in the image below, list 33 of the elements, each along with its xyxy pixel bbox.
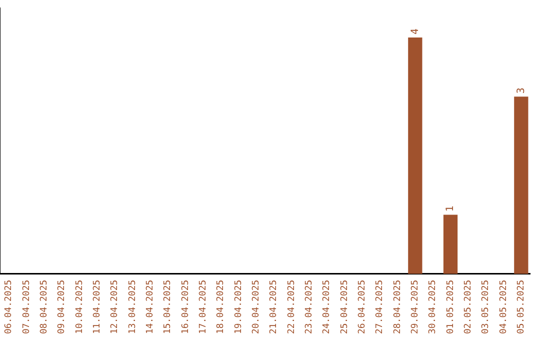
x-tick-label: 26.04.2025 (358, 280, 368, 334)
x-tick-label: 17.04.2025 (198, 280, 209, 334)
x-tick-label: 02.05.2025 (464, 280, 474, 334)
x-tick-label: 22.04.2025 (286, 280, 297, 334)
x-tick-label: 07.04.2025 (22, 280, 32, 334)
x-tick-label: 10.04.2025 (74, 280, 85, 334)
x-tick-label: 21.04.2025 (269, 280, 280, 334)
data-label: 3 (516, 88, 527, 94)
x-tick-label: 27.04.2025 (375, 280, 386, 334)
x-tick-label: 01.05.2025 (446, 280, 456, 334)
x-tick-label: 09.04.2025 (57, 280, 68, 334)
x-tick-label: 23.04.2025 (304, 280, 315, 334)
x-tick-label: 19.04.2025 (234, 280, 244, 334)
x-tick-label: 28.04.2025 (392, 280, 403, 334)
x-tick-label: 05.05.2025 (516, 280, 527, 334)
x-tick-label: 14.04.2025 (146, 280, 156, 334)
data-label: 1 (445, 206, 456, 212)
data-label: 4 (410, 28, 421, 35)
x-tick-label: 03.05.2025 (481, 280, 492, 334)
x-tick-label: 12.04.2025 (110, 280, 120, 334)
x-tick-label: 29.04.2025 (410, 280, 421, 334)
x-tick-label: 15.04.2025 (163, 280, 174, 334)
x-tick-label: 16.04.2025 (180, 280, 191, 334)
x-tick-label: 06.04.2025 (4, 280, 14, 334)
x-tick-label: 04.05.2025 (498, 280, 509, 334)
x-tick-label: 30.04.2025 (428, 280, 438, 334)
x-tick-label: 08.04.2025 (40, 280, 50, 334)
x-tick-label: 24.04.2025 (322, 280, 332, 334)
x-tick-label: 20.04.2025 (252, 280, 262, 334)
x-tick-label: 18.04.2025 (216, 280, 226, 334)
x-tick-label: 25.04.2025 (340, 280, 350, 334)
x-tick-label: 13.04.2025 (128, 280, 138, 334)
x-tick-label: 11.04.2025 (92, 280, 103, 334)
